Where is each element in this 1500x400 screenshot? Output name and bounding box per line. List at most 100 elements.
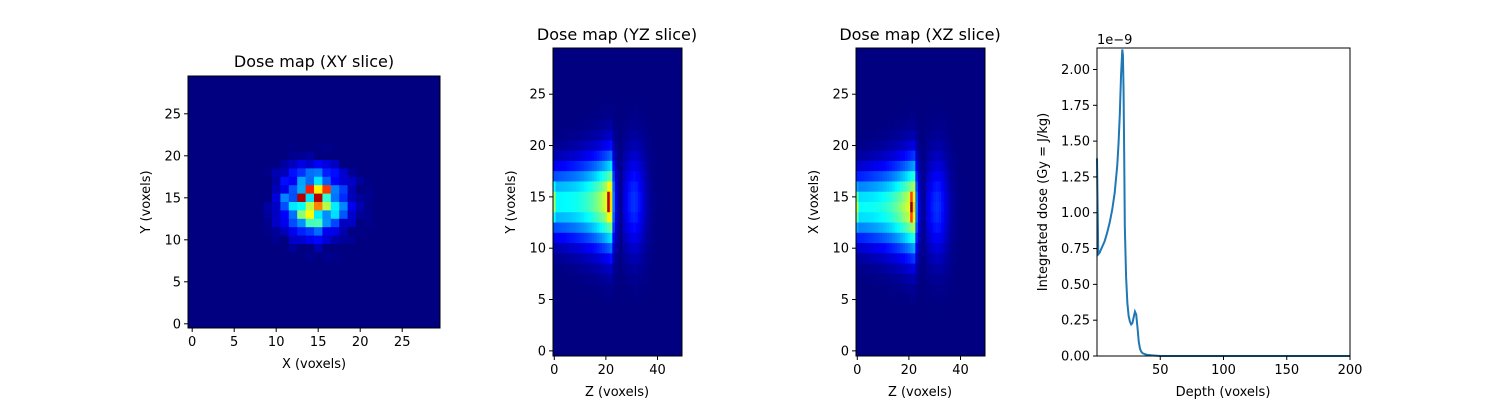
xz-cell (884, 335, 888, 347)
xz-cell (948, 78, 952, 90)
yz-cell (676, 191, 680, 203)
yz-cell (581, 243, 585, 254)
yz-cell (617, 325, 621, 336)
xz-cell (946, 263, 950, 275)
yz-cell (602, 304, 605, 316)
xz-cell (959, 150, 963, 162)
yz-cell (602, 58, 605, 69)
yz-cell (666, 109, 670, 121)
xz-cell (871, 181, 875, 193)
xz-cell (902, 335, 906, 347)
xy-cell (188, 143, 197, 152)
yz-cell (622, 263, 626, 275)
xz-cell (874, 212, 878, 223)
yz-cell (635, 68, 639, 80)
xz-cell (951, 58, 955, 69)
xz-cell (972, 160, 976, 172)
xz-cell (935, 89, 939, 100)
yz-cell (635, 48, 639, 59)
yz-cell (596, 294, 600, 306)
xy-cell (339, 92, 348, 102)
yz-cell (627, 314, 631, 326)
xz-cell (930, 335, 934, 347)
xz-cell (943, 160, 947, 172)
xz-cell (863, 212, 867, 223)
yz-cell (599, 140, 603, 152)
xy-cell (255, 151, 264, 161)
yz-cell (625, 335, 629, 347)
yz-cell (666, 181, 670, 193)
yz-cell (676, 345, 680, 357)
xz-cell (856, 304, 859, 316)
yz-cell (653, 89, 657, 100)
xz-cell (894, 89, 898, 100)
xz-cell (868, 335, 872, 347)
xz-cell (923, 130, 927, 141)
yz-cell (560, 263, 564, 275)
xy-cell (398, 202, 407, 211)
yz-cell (679, 130, 683, 141)
xy-cell (423, 143, 432, 152)
xy-cell (272, 101, 281, 110)
xz-cell (956, 253, 960, 264)
xy-cell (204, 319, 214, 329)
xy-cell (431, 118, 441, 127)
xy-cell (330, 151, 340, 161)
xz-cell (879, 191, 883, 203)
yz-cell (671, 335, 675, 347)
xz-cell (941, 212, 945, 223)
xy-cell (406, 235, 416, 245)
xy-cell (213, 244, 222, 253)
xy-cell (204, 286, 214, 295)
xz-cell (961, 150, 965, 162)
yz-cell (620, 263, 624, 275)
yz-cell (674, 232, 678, 244)
yz-cell (576, 181, 580, 193)
xy-cell (196, 202, 206, 211)
xz-cell (905, 99, 908, 110)
yz-cell (666, 140, 670, 152)
xz-cell (863, 243, 867, 254)
xz-cell (884, 232, 888, 244)
xy-cell (398, 160, 407, 169)
xz-cell (928, 109, 932, 121)
yz-cell (651, 181, 655, 193)
xz-cell (894, 99, 898, 110)
xz-cell (925, 140, 929, 152)
xy-cell (389, 202, 399, 211)
yz-cell (661, 243, 665, 254)
xz-cell (915, 68, 919, 80)
xz-cell (917, 171, 921, 182)
xz-cell (935, 150, 939, 162)
xz-cell (907, 89, 911, 100)
yz-cell (560, 202, 564, 213)
xy-cell (204, 252, 214, 262)
xz-cell (972, 140, 976, 152)
xz-cell (923, 335, 927, 347)
xz-cell (969, 222, 973, 234)
yz-cell (627, 191, 631, 203)
xz-cell (863, 345, 867, 357)
xz-cell (856, 150, 859, 162)
xz-cell (951, 171, 955, 182)
xz-cell (858, 130, 862, 141)
xz-cell (946, 130, 950, 141)
xz-cell (935, 294, 939, 306)
yz-cell (669, 325, 673, 336)
yz-cell (596, 160, 600, 172)
xz-cell (925, 222, 929, 234)
xz-cell (897, 273, 901, 285)
xz-cell (964, 58, 968, 69)
yz-cell (620, 58, 624, 69)
xy-cell (196, 227, 206, 236)
yz-cell (658, 335, 662, 347)
yz-cell (565, 140, 569, 152)
xz-cell (881, 273, 885, 285)
xz-cell (959, 284, 963, 295)
xy-cell (204, 118, 214, 127)
xy-cell (414, 277, 424, 287)
yz-cell (669, 99, 673, 110)
yz-cell (583, 99, 587, 110)
yz-cell (594, 202, 598, 213)
xy-cell (263, 202, 273, 211)
